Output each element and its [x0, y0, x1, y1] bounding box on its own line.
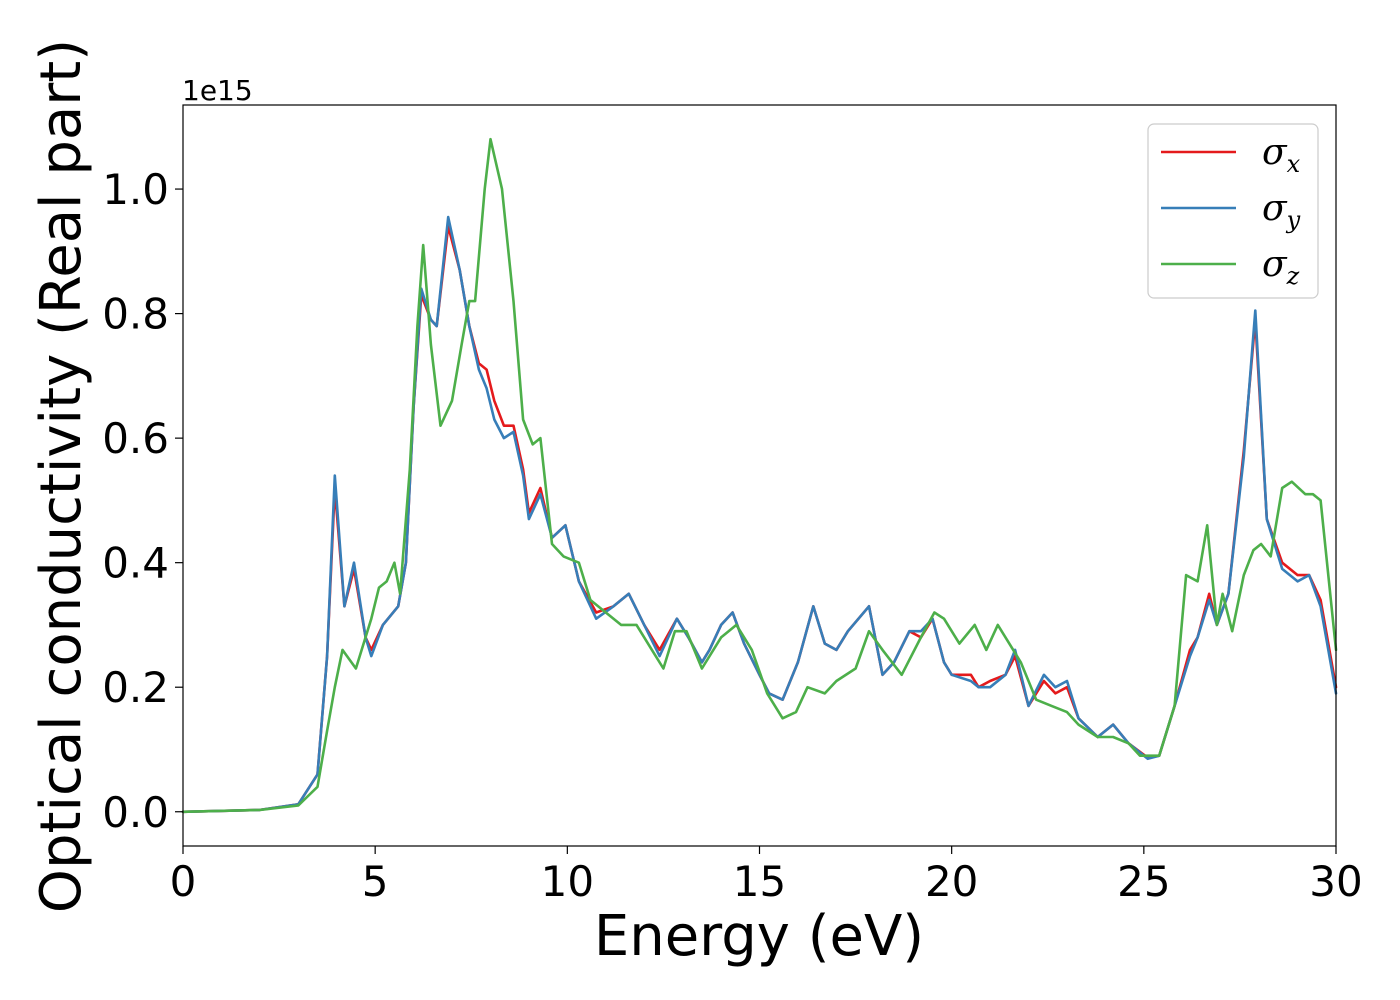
legend-frame: [1147, 123, 1319, 299]
x-tick-label: 30: [1309, 857, 1362, 906]
x-tick-label: 25: [1117, 857, 1170, 906]
y-axis: 0.0 0.2 0.4 0.6 0.8 1.0: [102, 165, 183, 837]
series-layer: [181, 137, 1338, 814]
x-tick-label: 10: [541, 857, 594, 906]
y-axis-title: Optical conductivity (Real part): [29, 39, 94, 913]
y-tick-label: 1.0: [102, 165, 169, 214]
x-tick-label: 5: [362, 857, 389, 906]
y-offset-label: 1e15: [182, 74, 253, 107]
x-tick-label: 15: [733, 857, 786, 906]
y-tick-label: 0.8: [102, 290, 169, 339]
legend-label-x: σx: [1262, 132, 1301, 178]
series-line-z: [181, 137, 1338, 814]
legend: σx σy σz: [1147, 123, 1319, 299]
y-tick-label: 0.2: [102, 663, 169, 712]
y-tick-label: 0.6: [102, 414, 169, 463]
x-tick-label: 20: [925, 857, 978, 906]
legend-label-z: σz: [1262, 244, 1300, 290]
x-tick-label: 0: [170, 857, 197, 906]
y-tick-label: 0.4: [102, 539, 169, 588]
legend-label-y: σy: [1262, 188, 1301, 234]
x-axis-title: Energy (eV): [594, 904, 924, 969]
y-tick-label: 0.0: [102, 788, 169, 837]
x-axis: 0 5 10 15 20 25 30: [170, 846, 1363, 906]
